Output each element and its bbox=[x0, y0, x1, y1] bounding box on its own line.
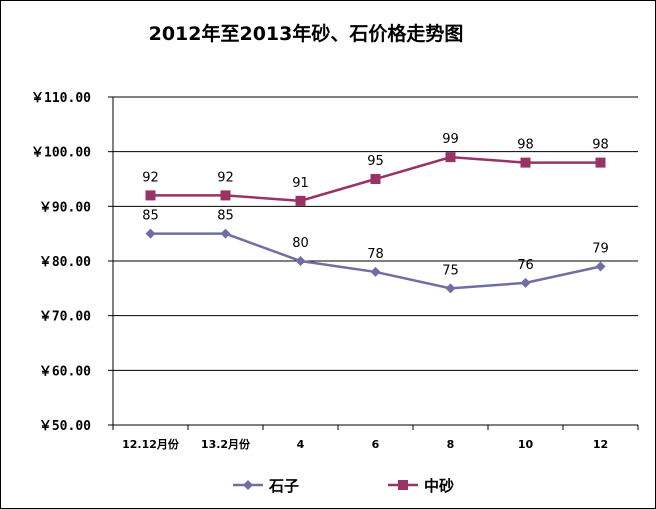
data-label: 92 bbox=[217, 170, 234, 185]
point-diamond bbox=[220, 228, 231, 239]
legend-label-2: 中砂 bbox=[424, 477, 454, 495]
data-label: 80 bbox=[292, 236, 309, 251]
x-tick-label: 8 bbox=[447, 438, 455, 451]
x-tick-label: 10 bbox=[518, 438, 534, 451]
point-diamond bbox=[445, 283, 456, 294]
point-square bbox=[295, 195, 306, 206]
point-diamond bbox=[520, 277, 531, 288]
legend-label-1: 石子 bbox=[268, 477, 299, 495]
data-label: 99 bbox=[442, 132, 459, 147]
data-label: 92 bbox=[142, 170, 159, 185]
data-label: 98 bbox=[592, 138, 609, 153]
point-square bbox=[370, 174, 381, 184]
data-label: 78 bbox=[367, 247, 384, 262]
chart-title: 2012年至2013年砂、石价格走势图 bbox=[149, 22, 464, 45]
point-diamond bbox=[595, 261, 606, 272]
axes bbox=[112, 97, 638, 426]
data-label: 85 bbox=[142, 209, 159, 224]
data-label: 85 bbox=[217, 209, 234, 224]
point-diamond bbox=[370, 266, 381, 277]
point-diamond bbox=[295, 256, 306, 266]
y-tick-label: ￥60.00 bbox=[39, 364, 91, 379]
data-label: 75 bbox=[442, 263, 459, 278]
y-tick-label: ￥80.00 bbox=[39, 255, 91, 270]
x-axis-ticks: 12.12月份 13.2月份 4 6 8 10 12 bbox=[112, 425, 639, 451]
data-label: 95 bbox=[367, 154, 384, 169]
point-square bbox=[145, 190, 156, 201]
x-tick-label: 4 bbox=[297, 438, 305, 451]
y-tick-label: ￥90.00 bbox=[39, 200, 91, 215]
series-layer bbox=[145, 152, 606, 294]
y-tick-label: ￥100.00 bbox=[31, 146, 91, 161]
x-tick-label: 12 bbox=[593, 438, 608, 451]
x-tick-label: 13.2月份 bbox=[201, 437, 251, 451]
legend-marker-diamond bbox=[243, 480, 253, 490]
y-tick-label: ￥110.00 bbox=[31, 91, 91, 106]
point-square bbox=[595, 157, 606, 168]
y-tick-label: ￥70.00 bbox=[39, 310, 91, 325]
data-label: 91 bbox=[292, 176, 309, 191]
y-tick-label: ￥50.00 bbox=[39, 419, 91, 434]
legend: 石子 中砂 bbox=[233, 477, 454, 495]
x-tick-label: 12.12月份 bbox=[122, 437, 180, 451]
y-axis-ticks: ￥50.00 ￥60.00 ￥70.00 ￥80.00 ￥90.00 ￥100.00 ￥11… bbox=[31, 91, 91, 434]
point-square bbox=[445, 152, 456, 163]
point-diamond bbox=[145, 228, 156, 239]
point-square bbox=[220, 190, 231, 201]
data-label: 76 bbox=[517, 258, 534, 273]
point-square bbox=[520, 157, 531, 168]
data-label: 79 bbox=[592, 241, 609, 256]
x-tick-label: 6 bbox=[372, 438, 380, 451]
data-labels: 85 85 80 78 75 76 79 92 92 91 95 99 98 98 bbox=[142, 132, 609, 278]
data-label: 98 bbox=[517, 138, 534, 153]
legend-marker-square bbox=[398, 480, 408, 490]
